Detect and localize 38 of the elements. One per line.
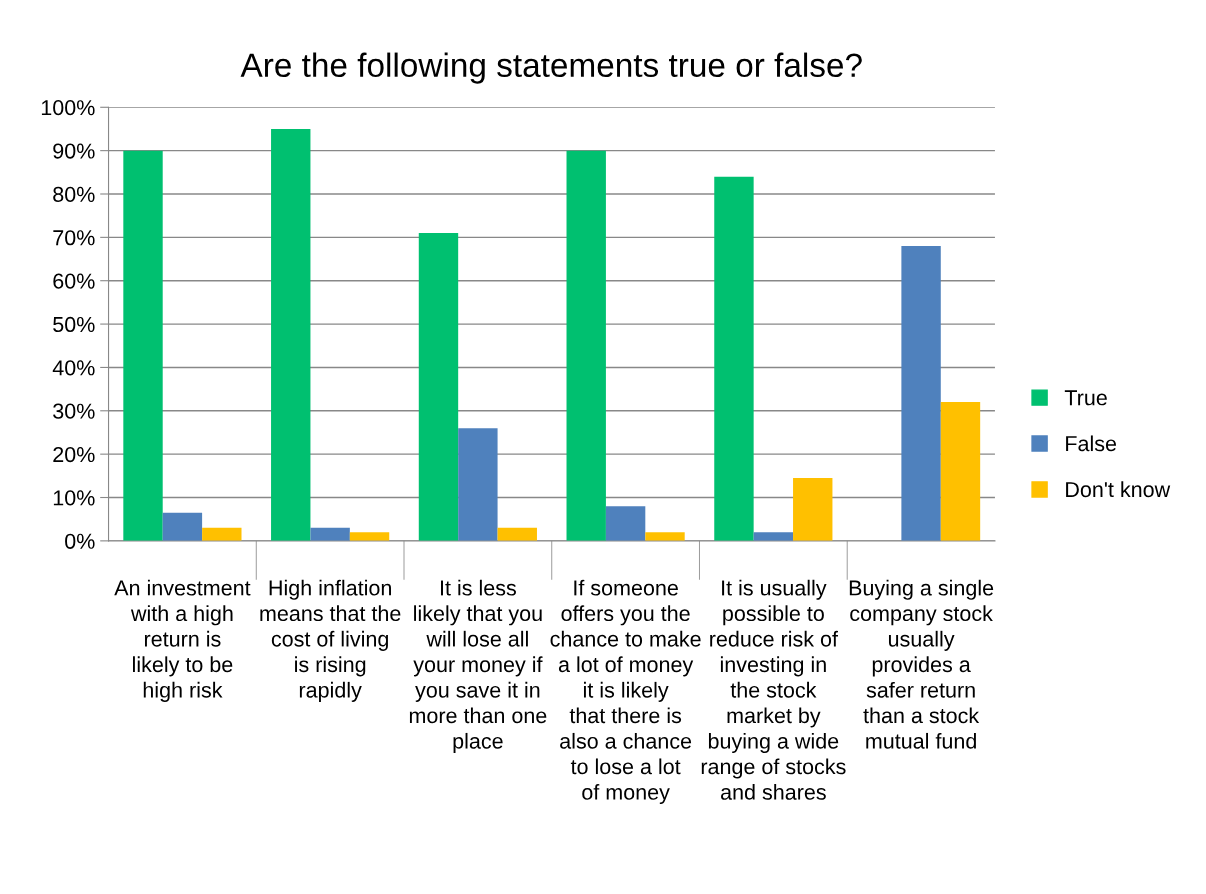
legend-label: False (1066, 435, 1117, 452)
bar (310, 527, 350, 541)
bar (123, 150, 163, 541)
bar (566, 150, 606, 541)
bar (202, 527, 242, 541)
y-tick-label: 50% (53, 316, 95, 333)
legend-label: Don't know (1066, 481, 1171, 498)
bar (271, 128, 311, 541)
bar (497, 527, 537, 541)
y-tick-label: 0% (65, 533, 95, 549)
y-tick-label: 100% (41, 100, 95, 116)
bar (162, 512, 203, 541)
y-tick-label: 60% (53, 273, 95, 289)
y-tick-label: 20% (53, 446, 95, 463)
bar (349, 532, 390, 541)
bar (901, 246, 941, 541)
x-tick-label: Buying a single company stock usually provides a safer return than a stock mutual fund (849, 579, 994, 749)
y-tick-label: 80% (53, 186, 95, 203)
y-tick-label: 30% (53, 403, 95, 419)
bar (793, 478, 833, 541)
y-tick-label: 70% (53, 230, 95, 246)
bar (753, 532, 794, 541)
bar (418, 233, 459, 541)
bar (645, 532, 685, 541)
bar (605, 506, 646, 541)
legend-label: True (1064, 390, 1107, 406)
x-tick-label: An investment with a high return is likely to be high risk (114, 579, 251, 702)
x-tick-label: High inflation means that the cost of living is rising rapidly (260, 579, 401, 702)
category-label: It is usually possible to reduce risk of investing in the stock market by buying a wide range of stocks and shares (701, 579, 846, 800)
bar (458, 428, 498, 541)
y-tick-label: 40% (52, 360, 95, 376)
bar (940, 402, 981, 541)
category-label: If someone offers you the chance to make a lot of money it is likely that there is also a chance to lose a lot of money (550, 579, 701, 805)
chart-title: Are the following statements true or false? (240, 52, 862, 84)
y-tick-label: 10% (53, 490, 95, 506)
y-tick-label: 90% (53, 143, 95, 159)
bar (714, 176, 754, 541)
x-tick-label: It is less likely that you will lose all your money if you save it in more than one place (409, 579, 547, 753)
